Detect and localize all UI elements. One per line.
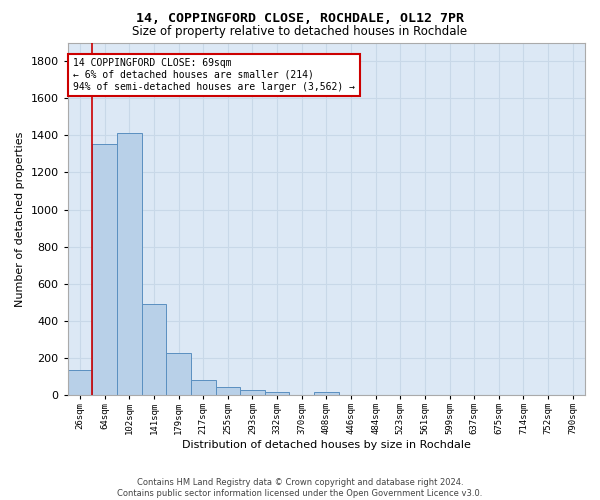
Bar bbox=[215, 387, 240, 395]
Bar bbox=[265, 392, 289, 395]
Text: Size of property relative to detached houses in Rochdale: Size of property relative to detached ho… bbox=[133, 25, 467, 38]
Bar bbox=[166, 354, 191, 395]
Bar bbox=[68, 370, 92, 395]
Bar bbox=[117, 134, 142, 395]
Y-axis label: Number of detached properties: Number of detached properties bbox=[15, 131, 25, 306]
Bar bbox=[142, 304, 166, 395]
Bar bbox=[314, 392, 338, 395]
Text: 14 COPPINGFORD CLOSE: 69sqm
← 6% of detached houses are smaller (214)
94% of sem: 14 COPPINGFORD CLOSE: 69sqm ← 6% of deta… bbox=[73, 58, 355, 92]
Bar bbox=[92, 144, 117, 395]
Bar bbox=[191, 380, 215, 395]
X-axis label: Distribution of detached houses by size in Rochdale: Distribution of detached houses by size … bbox=[182, 440, 471, 450]
Bar bbox=[240, 390, 265, 395]
Text: 14, COPPINGFORD CLOSE, ROCHDALE, OL12 7PR: 14, COPPINGFORD CLOSE, ROCHDALE, OL12 7P… bbox=[136, 12, 464, 26]
Text: Contains HM Land Registry data © Crown copyright and database right 2024.
Contai: Contains HM Land Registry data © Crown c… bbox=[118, 478, 482, 498]
